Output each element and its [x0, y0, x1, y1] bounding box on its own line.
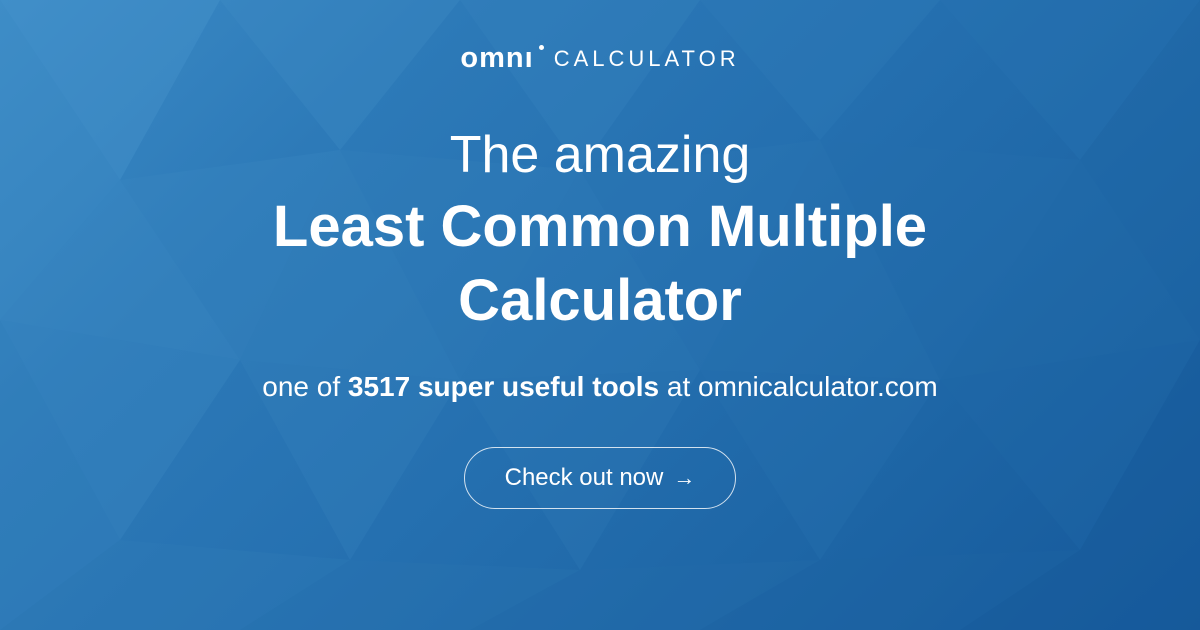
subhead-prefix: one of — [262, 371, 348, 402]
logo-suffix: CALCULATOR — [554, 46, 740, 72]
headline-title-line1: Least Common Multiple — [273, 192, 927, 262]
headline: The amazing Least Common Multiple Calcul… — [273, 123, 927, 335]
cta-label: Check out now — [505, 464, 664, 492]
brand-logo: omnı CALCULATOR — [460, 42, 739, 75]
subhead-count: 3517 — [348, 371, 410, 402]
arrow-right-icon: → — [673, 465, 695, 491]
logo-wordmark: omnı — [460, 42, 543, 75]
cta-button[interactable]: Check out now → — [464, 447, 737, 509]
subhead: one of 3517 super useful tools at omnica… — [262, 371, 937, 403]
headline-title-line2: Calculator — [273, 266, 927, 336]
subhead-mid: super useful tools — [410, 371, 659, 402]
hero-content: omnı CALCULATOR The amazing Least Common… — [0, 0, 1200, 630]
subhead-suffix: at omnicalculator.com — [659, 371, 938, 402]
headline-pre: The amazing — [273, 123, 927, 188]
